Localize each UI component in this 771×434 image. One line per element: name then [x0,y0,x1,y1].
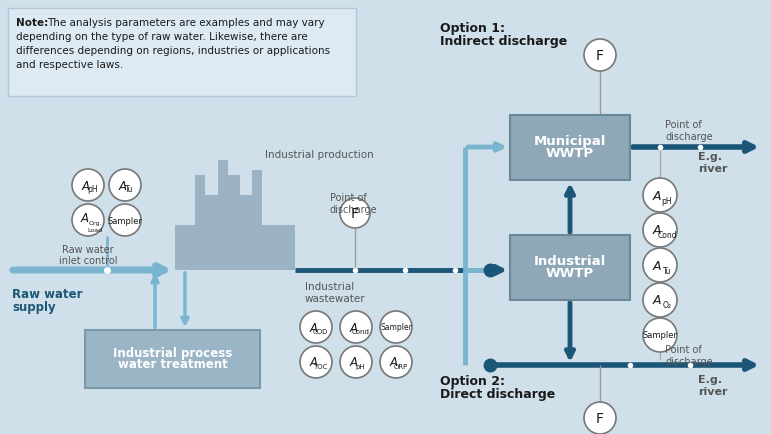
Text: pH: pH [662,197,672,206]
Circle shape [643,248,677,282]
Circle shape [72,169,104,201]
Text: COD: COD [313,329,328,335]
Text: A: A [309,356,318,369]
Circle shape [380,311,412,343]
Circle shape [584,39,616,71]
Text: discharge: discharge [330,205,378,215]
Text: Point of: Point of [665,345,702,355]
Text: pH: pH [87,185,98,194]
FancyBboxPatch shape [510,115,630,180]
Text: Municipal: Municipal [534,135,606,148]
Text: Org.: Org. [88,220,102,226]
Text: discharge: discharge [665,357,712,367]
Text: depending on the type of raw water. Likewise, there are: depending on the type of raw water. Like… [16,32,308,42]
Text: A: A [653,224,662,237]
FancyBboxPatch shape [85,330,260,388]
Circle shape [643,213,677,247]
Text: Sampler: Sampler [380,323,412,332]
Text: Tu: Tu [663,266,672,276]
Text: differences depending on regions, industries or applications: differences depending on regions, indust… [16,46,330,56]
Circle shape [109,169,141,201]
Text: Sampler: Sampler [642,332,678,341]
FancyBboxPatch shape [510,235,630,300]
Circle shape [643,283,677,317]
Text: O₂: O₂ [662,302,672,310]
Text: Note:: Note: [16,18,49,28]
Text: Tu: Tu [126,185,133,194]
Circle shape [643,318,677,352]
Text: A: A [653,260,662,273]
Text: Point of: Point of [330,193,367,203]
Text: discharge: discharge [665,132,712,142]
Text: A: A [309,322,318,335]
Text: inlet control: inlet control [59,256,117,266]
Text: A: A [119,180,126,193]
Text: Option 1:: Option 1: [440,22,505,35]
Text: A: A [81,211,89,224]
Text: E.g.: E.g. [698,375,722,385]
Text: Industrial production: Industrial production [265,150,374,160]
Text: Load: Load [87,227,103,233]
Text: Industrial: Industrial [534,255,606,268]
Circle shape [340,198,370,228]
Text: F: F [351,207,359,221]
Text: A: A [82,180,89,193]
Text: A: A [653,190,662,203]
Text: and respective laws.: and respective laws. [16,60,123,70]
Text: F: F [596,49,604,63]
Text: Point of: Point of [665,120,702,130]
Text: river: river [698,164,728,174]
Text: WWTP: WWTP [546,147,594,160]
Text: A: A [349,356,358,369]
Circle shape [300,311,332,343]
Circle shape [300,346,332,378]
Circle shape [643,178,677,212]
Text: Cond: Cond [352,329,369,335]
Circle shape [72,204,104,236]
Text: F: F [596,412,604,426]
Text: TOC: TOC [313,364,328,370]
Circle shape [584,402,616,434]
Text: A: A [349,322,358,335]
Text: Industrial process: Industrial process [113,346,232,359]
Text: wastewater: wastewater [305,294,365,304]
Text: Direct discharge: Direct discharge [440,388,555,401]
Text: Option 2:: Option 2: [440,375,505,388]
Text: water treatment: water treatment [118,358,227,372]
FancyBboxPatch shape [8,8,356,96]
Text: The analysis parameters are examples and may vary: The analysis parameters are examples and… [47,18,325,28]
Circle shape [340,311,372,343]
Text: Sampler: Sampler [107,217,143,226]
Text: river: river [698,387,728,397]
Text: WWTP: WWTP [546,267,594,280]
Text: ORP: ORP [393,364,408,370]
Text: E.g.: E.g. [698,152,722,162]
Text: A: A [389,356,398,369]
Polygon shape [175,160,295,270]
Text: Indirect discharge: Indirect discharge [440,35,567,48]
Text: Industrial: Industrial [305,282,354,292]
Circle shape [380,346,412,378]
Circle shape [109,204,141,236]
Text: pH: pH [355,364,365,370]
Text: A: A [653,295,662,308]
Text: Raw water: Raw water [12,288,82,301]
Circle shape [340,346,372,378]
Text: Cond: Cond [657,231,677,240]
Text: Raw water: Raw water [62,245,114,255]
Text: supply: supply [12,301,56,314]
